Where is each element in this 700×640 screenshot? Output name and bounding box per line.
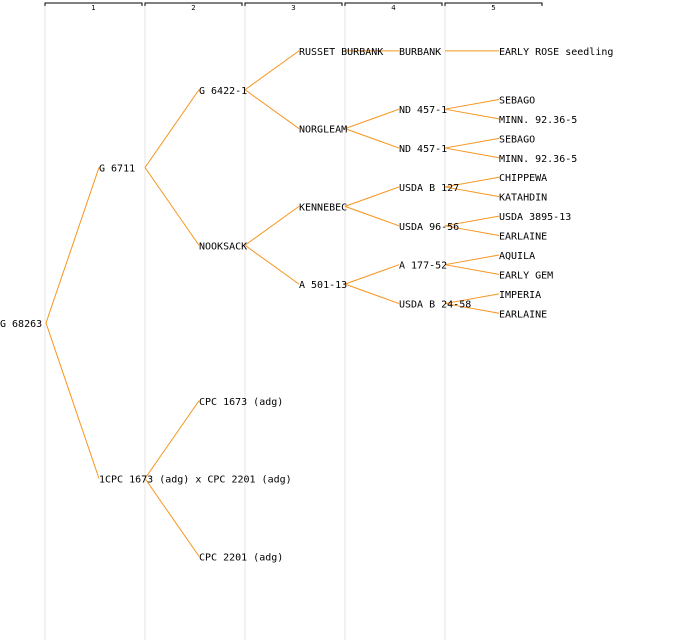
generation-bracket xyxy=(144,2,243,6)
pedigree-node: MINN. 92.36-5 xyxy=(499,154,577,165)
pedigree-node: 1CPC 1673 (adg) x CPC 2201 (adg) xyxy=(99,475,292,486)
pedigree-edge xyxy=(144,400,200,479)
pedigree-edge xyxy=(244,244,300,285)
pedigree-node: NOOKSACK xyxy=(199,241,247,252)
pedigree-node: USDA B 127 xyxy=(399,183,459,194)
generation-number: 2 xyxy=(191,4,195,12)
pedigree-edge xyxy=(244,205,300,246)
pedigree-edges xyxy=(45,50,500,557)
pedigree-edge xyxy=(444,293,500,305)
pedigree-edge xyxy=(45,167,100,324)
pedigree-node: MINN. 92.36-5 xyxy=(499,115,577,126)
pedigree-node: NORGLEAM xyxy=(299,125,347,136)
pedigree-node: SEBAGO xyxy=(499,95,535,106)
pedigree-node: SEBAGO xyxy=(499,134,535,145)
pedigree-node: IMPERIA xyxy=(499,290,541,301)
generation-bracket xyxy=(44,2,143,6)
pedigree-edge xyxy=(344,205,400,227)
pedigree-node: G 6711 xyxy=(99,164,135,175)
pedigree-edge xyxy=(444,215,500,227)
generation-number: 3 xyxy=(291,4,295,12)
pedigree-node: USDA 3895-13 xyxy=(499,212,571,223)
pedigree-edge xyxy=(344,186,400,207)
pedigree-edge xyxy=(444,176,500,188)
pedigree-edge xyxy=(444,264,500,275)
pedigree-edge xyxy=(344,108,400,130)
pedigree-edge xyxy=(444,98,500,110)
pedigree-node: EARLAINE xyxy=(499,232,547,243)
pedigree-edge xyxy=(444,254,500,266)
pedigree-node: ND 457-1 xyxy=(399,105,447,116)
pedigree-edge xyxy=(444,303,500,314)
pedigree-node: CPC 1673 (adg) xyxy=(199,397,283,408)
pedigree-node: RUSSET BURBANK xyxy=(299,47,383,58)
pedigree-node: EARLY ROSE seedling xyxy=(499,47,613,58)
pedigree-node: KENNEBEC xyxy=(299,202,347,213)
pedigree-node: AQUILA xyxy=(499,251,535,262)
pedigree-edge xyxy=(244,89,300,130)
pedigree-edge xyxy=(244,50,300,91)
generation-bracket xyxy=(244,2,343,6)
pedigree-node: ND 457-1 xyxy=(399,144,447,155)
pedigree-node: USDA B 24-58 xyxy=(399,300,471,311)
pedigree-node: USDA 96-56 xyxy=(399,222,459,233)
generation-number: 4 xyxy=(391,4,396,12)
pedigree-edge xyxy=(144,167,200,246)
pedigree-node: KATAHDIN xyxy=(499,193,547,204)
pedigree-node: G 68263 xyxy=(0,319,42,330)
generation-header: 1 2 3 4 5 xyxy=(44,2,543,12)
pedigree-edge xyxy=(444,186,500,198)
generation-bracket xyxy=(344,2,443,6)
generation-bracket xyxy=(444,2,543,6)
pedigree-edge xyxy=(45,322,100,479)
generation-number: 5 xyxy=(491,4,495,12)
pedigree-edge xyxy=(444,137,500,149)
pedigree-edge xyxy=(444,225,500,237)
pedigree-node: CHIPPEWA xyxy=(499,173,547,184)
pedigree-edge xyxy=(444,108,500,120)
pedigree-node: EARLY GEM xyxy=(499,270,553,281)
pedigree-edge xyxy=(144,89,200,168)
pedigree-node: BURBANK xyxy=(399,47,441,58)
pedigree-edge xyxy=(344,264,400,285)
generation-number: 1 xyxy=(91,4,95,12)
pedigree-nodes: G 68263 G 6711 G 6422-1 RUSSET BURBANK BURBA… xyxy=(0,47,613,563)
pedigree-node: G 6422-1 xyxy=(199,86,247,97)
pedigree-edge xyxy=(344,283,400,305)
pedigree-edge xyxy=(444,147,500,159)
pedigree-node: A 501-13 xyxy=(299,280,347,291)
pedigree-node: CPC 2201 (adg) xyxy=(199,552,283,563)
pedigree-node: A 177-52 xyxy=(399,261,447,272)
pedigree-edge xyxy=(344,128,400,149)
generation-gridlines xyxy=(44,3,446,640)
pedigree-node: EARLAINE xyxy=(499,309,547,320)
pedigree-edge xyxy=(144,478,200,557)
